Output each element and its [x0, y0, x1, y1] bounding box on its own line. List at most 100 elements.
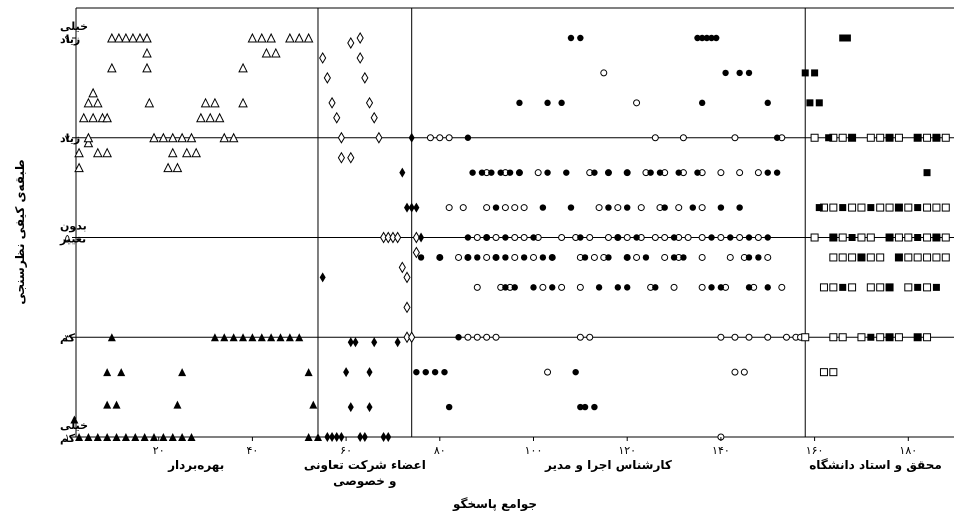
data-point-filled-triangle [187, 433, 196, 441]
y-tick-number: ۱ [65, 433, 70, 444]
data-point-open-triangle [107, 32, 117, 43]
data-point-open-triangle [158, 132, 169, 143]
data-point-open-diamond [375, 131, 383, 144]
data-point-open-triangle [191, 147, 201, 158]
data-point-filled-square [815, 204, 823, 212]
data-point-filled-circle [722, 69, 729, 77]
x-tick-label: ۱۰۰ [525, 444, 543, 457]
data-point-open-diamond [412, 231, 420, 244]
data-point-filled-triangle [103, 400, 112, 409]
data-point-filled-circle [773, 134, 781, 141]
data-point-filled-circle [624, 284, 631, 291]
data-point-open-diamond [370, 111, 378, 124]
data-point-filled-square [848, 134, 856, 142]
data-point-filled-circle [745, 69, 753, 77]
data-point-filled-square [914, 204, 922, 212]
data-point-open-diamond [412, 246, 420, 259]
x-tick-label: ۱۲۰ [618, 444, 636, 457]
data-point-open-circle [698, 253, 706, 261]
data-point-open-triangle [214, 112, 225, 123]
data-point-filled-circle [539, 204, 547, 211]
data-point-open-triangle [238, 97, 248, 108]
data-point-filled-circle [703, 34, 711, 42]
data-point-filled-circle [577, 234, 584, 241]
data-point-open-diamond [356, 32, 364, 44]
data-point-open-diamond [389, 231, 397, 244]
data-point-open-circle [670, 283, 678, 291]
data-point-open-square [894, 133, 903, 142]
data-point-filled-circle [764, 169, 771, 176]
data-point-open-circle [600, 69, 608, 77]
data-point-filled-triangle [93, 433, 102, 441]
data-point-filled-circle [506, 169, 514, 176]
data-point-open-diamond [403, 301, 411, 314]
data-point-open-circle [492, 234, 500, 241]
data-point-open-square [932, 253, 941, 262]
data-point-filled-circle [464, 254, 472, 261]
data-point-open-circle [544, 368, 552, 376]
data-point-filled-triangle [103, 368, 112, 377]
data-point-filled-circle [675, 169, 682, 176]
data-point-open-square [923, 253, 932, 262]
data-point-open-square [810, 233, 819, 242]
data-point-open-triangle [303, 32, 314, 43]
data-point-filled-circle [713, 34, 720, 42]
data-point-filled-circle [773, 169, 781, 176]
data-point-filled-square [932, 134, 940, 142]
data-point-filled-diamond [366, 367, 373, 378]
data-point-open-square [876, 133, 885, 142]
data-point-open-circle [633, 99, 641, 107]
data-point-open-square [838, 253, 847, 262]
data-point-filled-circle [708, 284, 715, 291]
data-point-filled-circle [694, 169, 701, 176]
data-point-open-square [904, 233, 913, 242]
data-point-open-square [876, 253, 885, 262]
data-point-filled-square [932, 283, 940, 291]
data-point-filled-square [886, 283, 894, 291]
data-point-open-square [941, 253, 950, 262]
data-point-open-circle [698, 204, 706, 212]
data-point-filled-circle [502, 254, 509, 261]
data-point-open-triangle [285, 32, 295, 43]
data-point-filled-circle [431, 368, 439, 376]
data-point-filled-triangle [267, 333, 276, 342]
data-point-open-diamond [337, 131, 345, 144]
data-point-filled-circle [492, 254, 500, 261]
data-point-open-circle [590, 253, 598, 261]
data-point-open-triangle [228, 132, 239, 143]
data-point-filled-circle [624, 204, 631, 211]
data-point-filled-circle [764, 284, 771, 291]
data-point-open-square [923, 283, 932, 292]
data-point-open-triangle [88, 87, 98, 98]
data-point-filled-circle [652, 284, 659, 291]
data-point-open-circle [436, 134, 444, 142]
data-point-open-square [894, 233, 903, 242]
data-point-filled-square [867, 204, 875, 212]
data-point-open-circle [731, 333, 739, 341]
data-point-open-circle [614, 204, 622, 212]
data-point-filled-circle [624, 169, 631, 176]
data-point-open-circle [764, 333, 772, 341]
data-point-open-triangle [74, 147, 84, 158]
data-point-open-square [923, 203, 932, 212]
data-point-open-triangle [182, 147, 192, 158]
data-point-filled-triangle [84, 433, 93, 441]
y-tick-name: بدون تغییر [59, 220, 87, 246]
data-point-open-triangle [247, 32, 258, 43]
data-point-filled-circle [694, 34, 701, 42]
data-point-filled-diamond [347, 337, 354, 348]
data-point-filled-circle [670, 254, 678, 261]
data-point-open-square [941, 133, 950, 142]
data-point-filled-circle [563, 169, 570, 176]
y-tick-number: ۷ [65, 134, 71, 145]
data-point-filled-square [914, 283, 922, 291]
data-point-filled-circle [577, 34, 584, 42]
data-point-open-square [904, 203, 913, 212]
data-point-filled-triangle [159, 433, 168, 441]
data-point-open-circle [717, 169, 725, 177]
data-point-filled-triangle [168, 433, 177, 441]
y-tick-number: ۹ [65, 34, 70, 45]
data-point-filled-circle [680, 254, 687, 261]
y-tick-name: زیاد [60, 132, 80, 145]
